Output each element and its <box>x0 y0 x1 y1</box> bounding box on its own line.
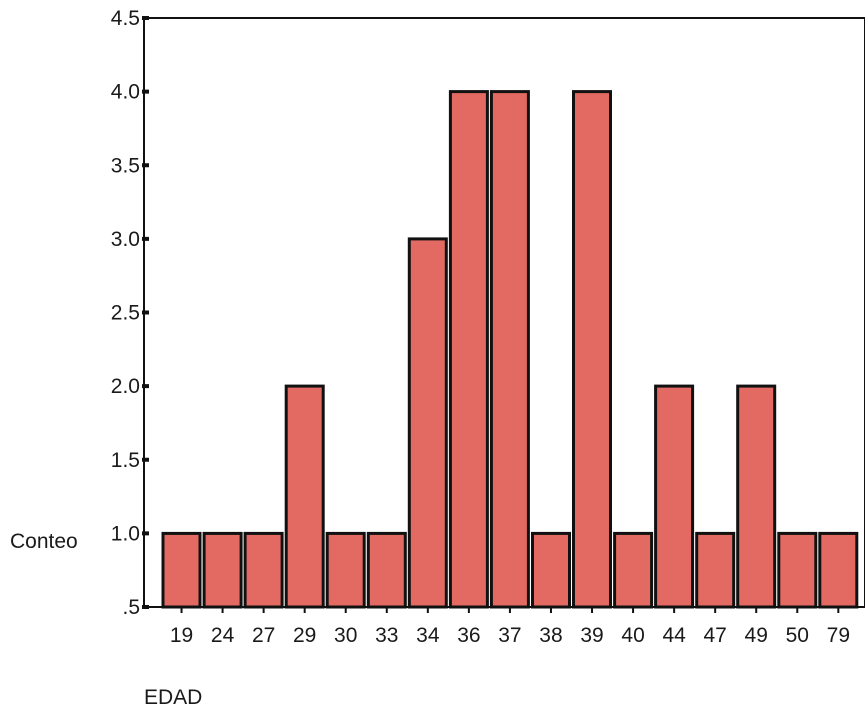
x-tick-label: 50 <box>786 624 809 647</box>
y-tick-label: 4.0 <box>111 81 140 104</box>
bar-49 <box>736 384 777 609</box>
bar-38 <box>531 531 571 609</box>
x-tick-label: 29 <box>293 624 316 647</box>
bar-24 <box>202 531 243 609</box>
bar-36 <box>448 90 489 609</box>
x-tick-label: 24 <box>211 624 235 647</box>
x-tick-label: 36 <box>457 624 480 647</box>
bar-39 <box>572 90 612 609</box>
x-tick-label: 38 <box>539 624 562 647</box>
x-tick-label: 27 <box>252 624 275 647</box>
bar-37 <box>489 90 530 609</box>
y-tick-label: 3.5 <box>111 154 140 177</box>
y-axis-ticks: .5 1.0 1.5 2.0 2.5 3.0 3.5 4.0 4.5 <box>111 7 149 619</box>
x-tick-label: 49 <box>745 624 768 647</box>
x-tick-label: 19 <box>170 624 193 647</box>
bar-33 <box>366 531 407 609</box>
y-tick-label: 4.5 <box>111 7 140 30</box>
y-tick-label: 2.0 <box>111 375 140 398</box>
y-axis-title: Conteo <box>10 530 78 553</box>
bar-50 <box>777 531 818 609</box>
x-tick-label: 39 <box>580 624 603 647</box>
bar-44 <box>654 384 695 609</box>
x-axis-title: EDAD <box>144 686 202 709</box>
x-tick-label: 33 <box>375 624 398 647</box>
bar-27 <box>243 531 284 609</box>
x-tick-label: 47 <box>703 624 726 647</box>
x-tick-label: 30 <box>334 624 357 647</box>
y-tick-label: .5 <box>122 596 140 619</box>
bar-40 <box>613 531 654 609</box>
y-tick-label: 1.5 <box>111 449 140 472</box>
y-tick-label: 1.0 <box>111 522 140 545</box>
bar-47 <box>695 531 736 609</box>
y-tick-label: 3.0 <box>111 228 140 251</box>
x-tick-label: 79 <box>827 624 850 647</box>
bar-79 <box>818 531 859 609</box>
x-tick-label: 37 <box>498 624 521 647</box>
bar-34 <box>407 237 448 609</box>
bar-29 <box>284 384 325 609</box>
bars-group <box>161 90 859 609</box>
x-axis-ticks: 19 24 27 29 30 33 34 36 37 38 39 40 44 47 49 50 79 <box>170 607 850 647</box>
y-tick-label: 2.5 <box>111 302 140 325</box>
x-tick-label: 40 <box>621 624 644 647</box>
x-tick-label: 34 <box>416 624 440 647</box>
bar-19 <box>161 531 202 609</box>
bar-30 <box>325 531 366 609</box>
x-tick-label: 44 <box>662 624 686 647</box>
